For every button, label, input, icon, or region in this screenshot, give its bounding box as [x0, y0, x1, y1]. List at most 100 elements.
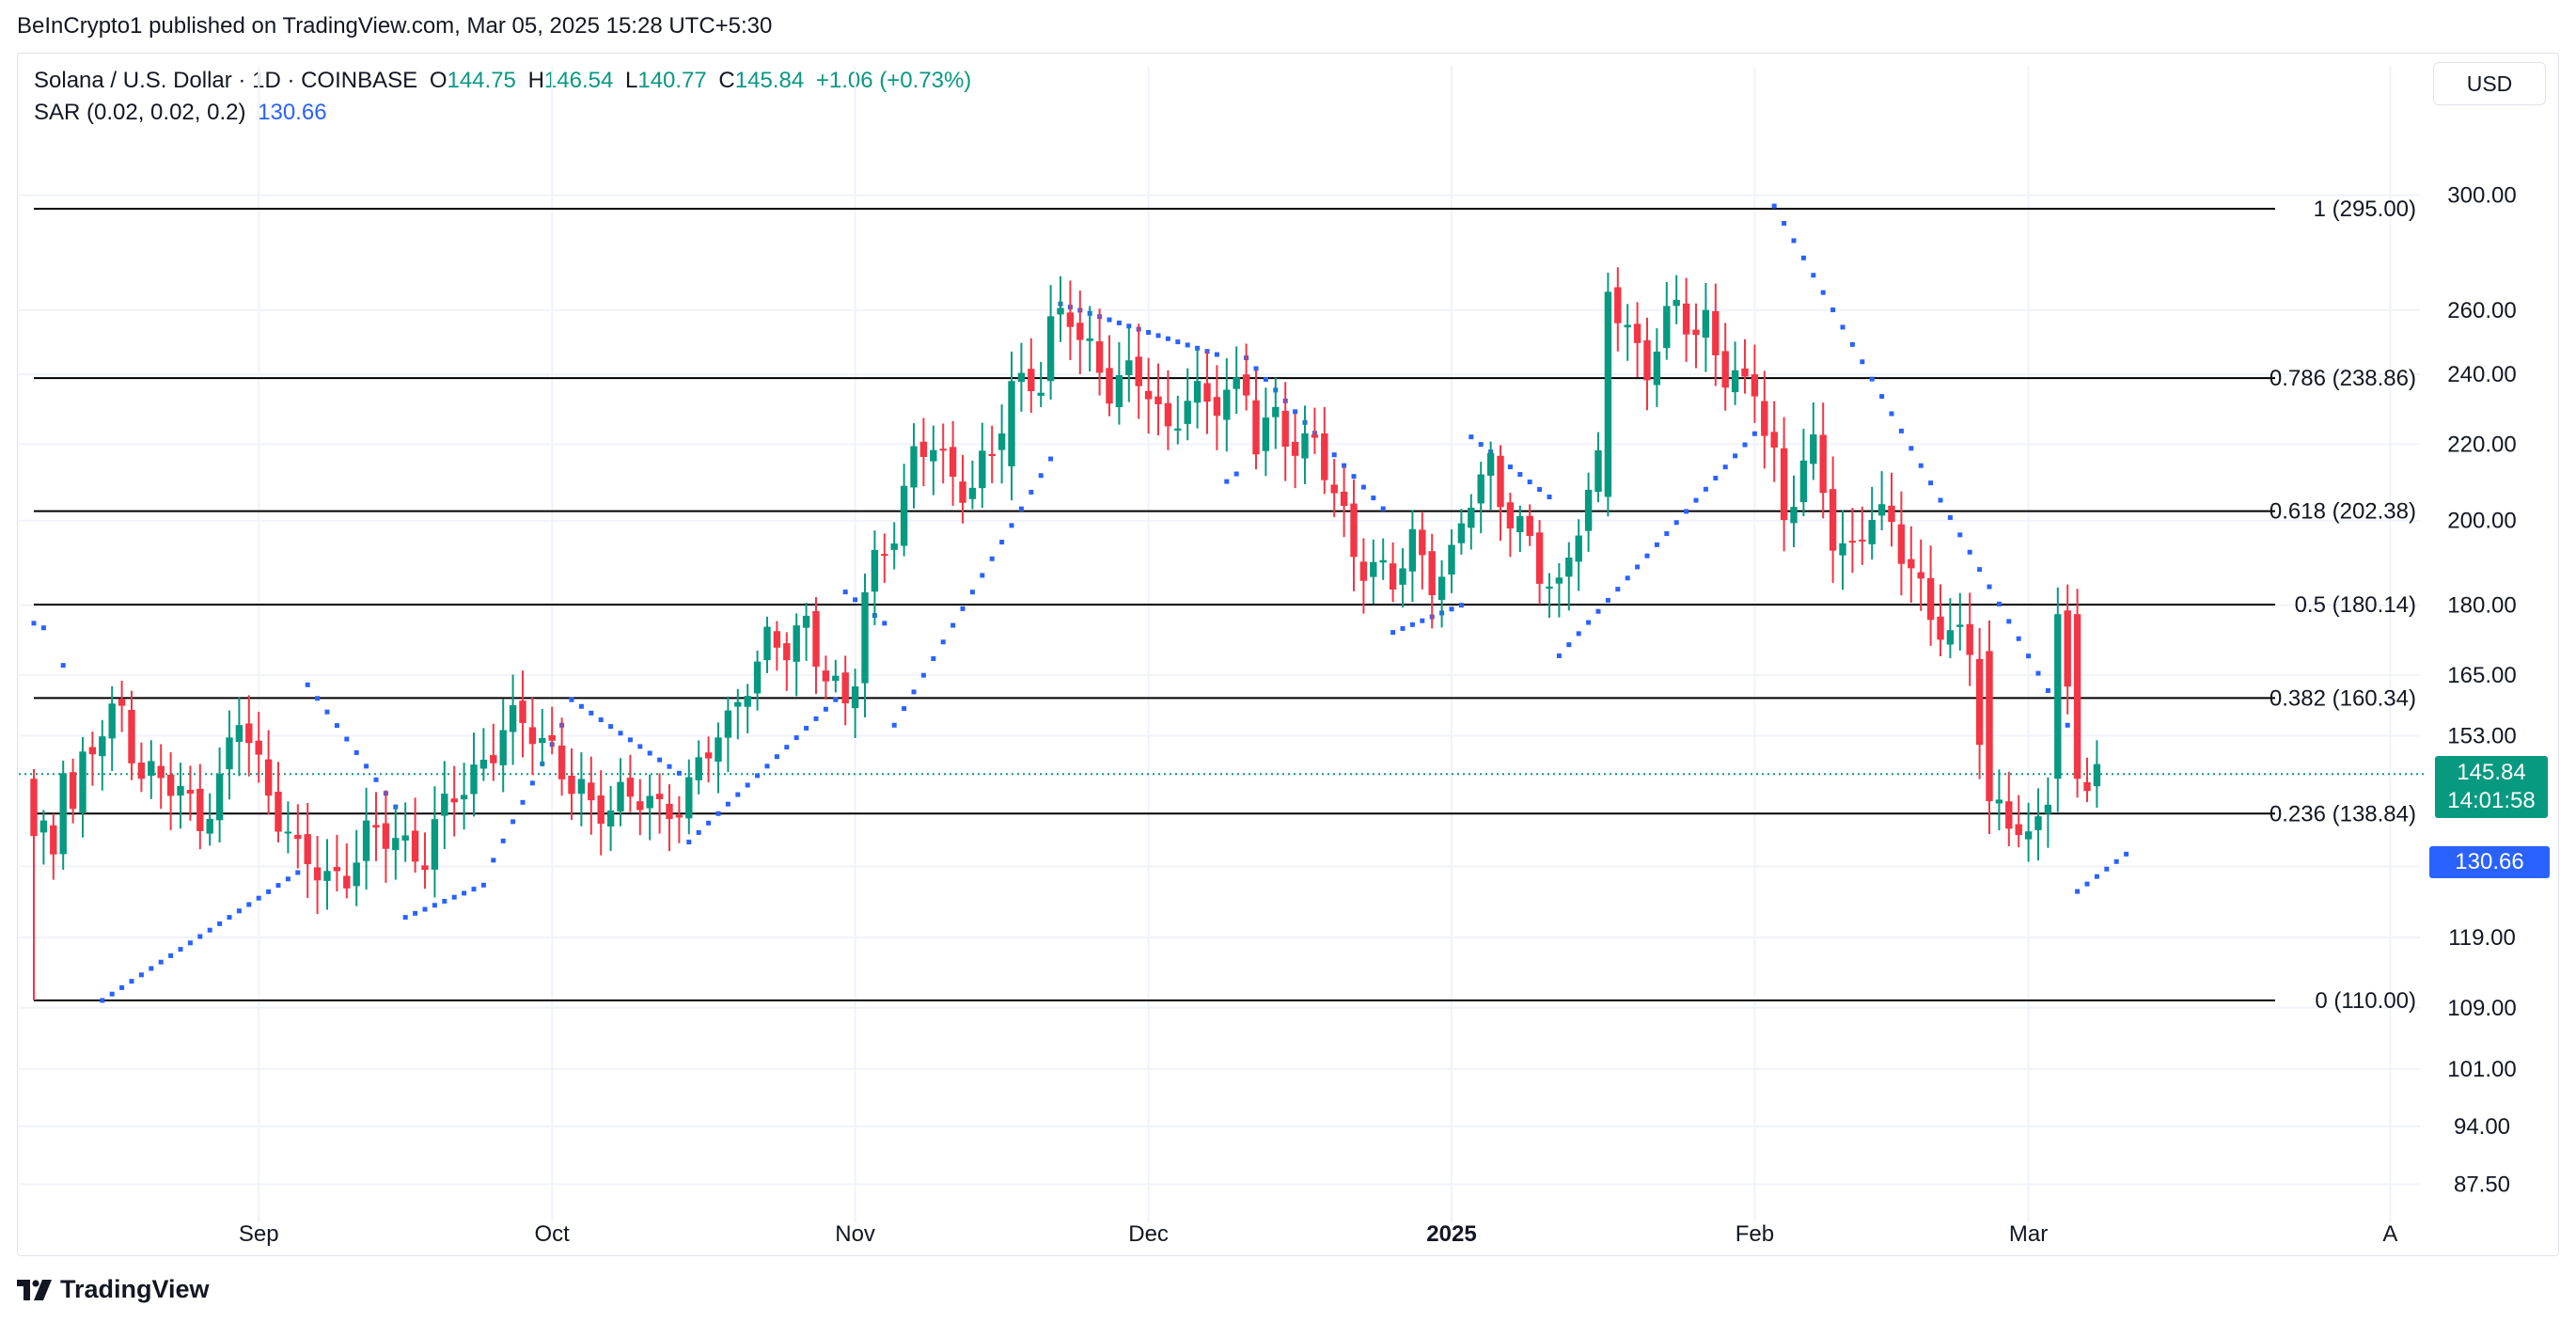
- candle-body: [1311, 434, 1319, 438]
- candle-body: [411, 830, 419, 862]
- candle-body: [226, 737, 233, 770]
- sar-dot: [1478, 442, 1484, 448]
- candle-body: [822, 670, 830, 682]
- y-tick-label: 153.00: [2447, 723, 2516, 748]
- sar-dot: [696, 829, 701, 835]
- sar-dot: [529, 780, 535, 786]
- sar-dot: [1566, 642, 1572, 648]
- candle-body: [1233, 377, 1240, 389]
- candle-body: [157, 765, 165, 779]
- candle-body: [617, 781, 624, 812]
- sar-dot: [1664, 531, 1670, 537]
- sar-dot: [364, 763, 369, 769]
- sar-dot: [2113, 858, 2119, 864]
- y-tick-label: 101.00: [2447, 1057, 2516, 1082]
- candle-body: [1115, 374, 1123, 408]
- sar-dot: [1840, 324, 1846, 330]
- candle-body: [1575, 535, 1582, 562]
- sar-dot: [2084, 881, 2090, 887]
- candle-body: [744, 696, 751, 707]
- symbol-name[interactable]: Solana / U.S. Dollar · 1D · COINBASE: [34, 68, 418, 93]
- sar-dot: [1576, 631, 1581, 637]
- last-price-value: 145.84: [2457, 760, 2526, 785]
- x-tick-label: Sep: [239, 1221, 279, 1247]
- candle-body: [69, 772, 77, 810]
- candle-body: [1154, 396, 1162, 404]
- candle-body: [1790, 507, 1798, 524]
- candle-body: [177, 786, 184, 796]
- candle-body: [1389, 563, 1397, 590]
- candle-body: [675, 814, 683, 818]
- sar-dot: [334, 723, 339, 729]
- sar-dot: [187, 940, 193, 946]
- candle-body: [519, 700, 526, 723]
- candle-body: [606, 810, 615, 827]
- candle-body: [734, 701, 742, 707]
- candle-body: [949, 447, 957, 478]
- indicator-name[interactable]: SAR (0.02, 0.02, 0.2): [34, 100, 246, 125]
- sar-dot: [1360, 484, 1366, 490]
- sar-dot: [1928, 480, 1934, 486]
- candle-body: [1106, 368, 1113, 404]
- sar-dot: [1713, 475, 1719, 480]
- sar-dot: [2006, 619, 2012, 624]
- sar-dot: [1018, 506, 1024, 511]
- tradingview-logo[interactable]: TradingView: [17, 1275, 210, 1304]
- candle-body: [1624, 324, 1631, 328]
- sar-dot: [569, 697, 574, 702]
- sar-dot: [266, 889, 272, 894]
- candle-body: [1692, 329, 1700, 336]
- sar-dot: [1791, 238, 1797, 244]
- candle-body: [1908, 559, 1915, 569]
- sar-dot: [1811, 273, 1816, 278]
- candle-body: [1877, 504, 1886, 516]
- candle-body: [99, 736, 106, 757]
- sar-dot: [676, 770, 682, 776]
- candle-body: [1526, 515, 1533, 537]
- candle-body: [685, 777, 693, 819]
- currency-button[interactable]: USD: [2433, 62, 2546, 105]
- candle-body: [1203, 383, 1211, 402]
- sar-dot: [1547, 495, 1552, 500]
- candle-body: [939, 449, 947, 451]
- publisher-line: BeInCrypto1 published on TradingView.com…: [17, 13, 773, 39]
- candle-body: [783, 643, 791, 661]
- sar-dot: [1879, 394, 1885, 400]
- sar-dot: [246, 902, 252, 907]
- sar-dot: [285, 876, 291, 882]
- candle-body: [1437, 576, 1446, 601]
- candle-body: [724, 710, 732, 738]
- candle-body: [1037, 392, 1045, 396]
- sar-dot: [1782, 221, 1787, 227]
- candle-body: [186, 790, 195, 794]
- candle-body: [1633, 323, 1641, 343]
- sar-dot: [1409, 622, 1415, 627]
- sar-dot: [1527, 480, 1532, 485]
- candle-body: [1565, 558, 1573, 577]
- sar-dot: [813, 716, 819, 721]
- sar-dot: [1224, 479, 1230, 484]
- candle-body: [1926, 577, 1935, 621]
- sar-dot: [969, 590, 975, 595]
- sar-dot: [1293, 409, 1298, 415]
- candle-body: [148, 761, 155, 777]
- sar-dot: [902, 706, 907, 712]
- sar-dot: [1263, 376, 1268, 382]
- candle-body: [1057, 307, 1064, 315]
- sar-dot: [1586, 620, 1592, 625]
- candle-body: [1516, 515, 1524, 533]
- indicator-legend: SAR (0.02, 0.02, 0.2) 130.66: [34, 100, 333, 126]
- candle-body: [1506, 502, 1515, 529]
- sar-dot: [275, 883, 281, 889]
- sar-dot: [784, 745, 790, 750]
- candle-body: [1321, 433, 1328, 480]
- candle-body: [1770, 432, 1778, 448]
- sar-dot: [1908, 446, 1914, 451]
- sar-dot: [149, 966, 154, 971]
- fib-levels: 1 (295.00) 0.786 (238.86) 0.618 (202.38) 0.…: [19, 197, 2426, 1014]
- fib-label: 1 (295.00): [2314, 197, 2416, 222]
- candle-body: [235, 725, 243, 743]
- candle-body: [558, 745, 566, 779]
- candle-body: [997, 433, 1006, 450]
